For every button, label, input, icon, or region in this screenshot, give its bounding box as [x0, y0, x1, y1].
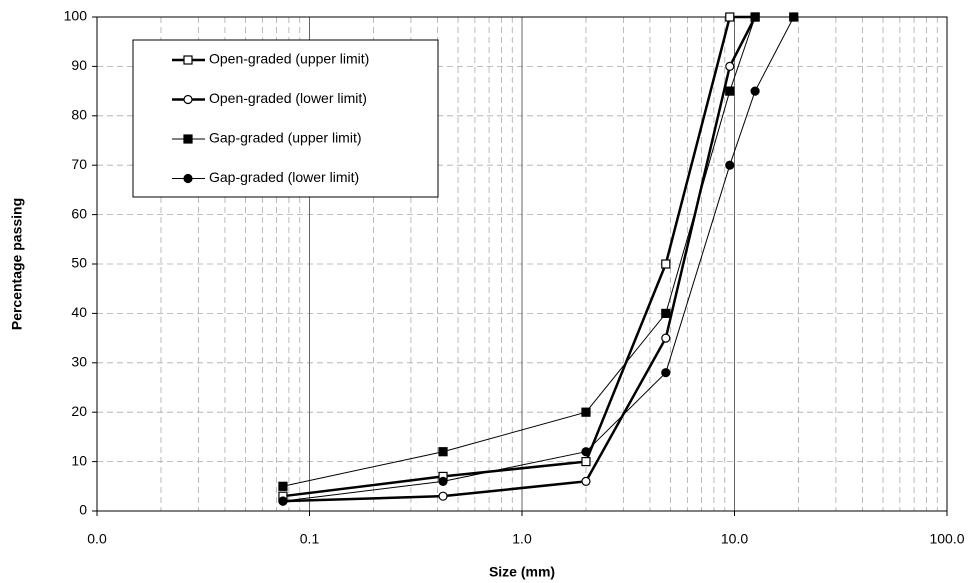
legend-label: Gap-graded (upper limit) [209, 130, 362, 146]
marker [278, 496, 288, 506]
marker [183, 173, 193, 184]
marker [581, 407, 591, 417]
x-tick-label: 0.0 [87, 531, 107, 547]
y-tick-label: 30 [71, 354, 87, 370]
y-tick-label: 0 [79, 502, 87, 518]
x-tick-label: 10.0 [721, 531, 748, 547]
marker [661, 308, 671, 318]
marker [789, 12, 799, 22]
x-tick-label: 1.0 [512, 531, 532, 547]
x-tick-label: 100.0 [929, 531, 964, 547]
marker [661, 333, 671, 343]
marker [661, 368, 671, 378]
x-tick-label: 0.1 [300, 531, 320, 547]
y-tick-label: 50 [71, 255, 87, 271]
marker [183, 55, 193, 65]
marker [183, 94, 193, 105]
y-axis-title: Percentage passing [9, 198, 25, 330]
marker [438, 476, 448, 486]
legend-label: Open-graded (lower limit) [209, 90, 367, 106]
marker [725, 12, 735, 22]
marker [725, 86, 735, 96]
legend-label: Gap-graded (lower limit) [209, 169, 359, 185]
series-line [282, 16, 757, 503]
y-tick-label: 10 [71, 452, 87, 468]
x-axis-title: Size (mm) [489, 564, 555, 580]
plot-frame [96, 16, 948, 512]
y-tick-label: 100 [64, 8, 88, 24]
marker [278, 481, 288, 491]
marker [581, 457, 591, 467]
legend-box [132, 39, 439, 198]
marker [750, 86, 760, 96]
marker [725, 61, 735, 72]
y-tick-label: 80 [71, 107, 87, 123]
marker [661, 259, 671, 269]
marker [725, 160, 735, 170]
y-tick-label: 40 [71, 304, 87, 320]
marker [581, 476, 591, 486]
y-tick-label: 70 [71, 156, 87, 172]
marker [750, 12, 760, 22]
y-tick-label: 20 [71, 403, 87, 419]
marker [438, 447, 448, 457]
marker [183, 134, 193, 144]
y-tick-label: 60 [71, 205, 87, 221]
marker [581, 447, 591, 457]
y-tick-label: 90 [71, 57, 87, 73]
marker [438, 491, 448, 501]
legend-label: Open-graded (upper limit) [209, 51, 369, 67]
